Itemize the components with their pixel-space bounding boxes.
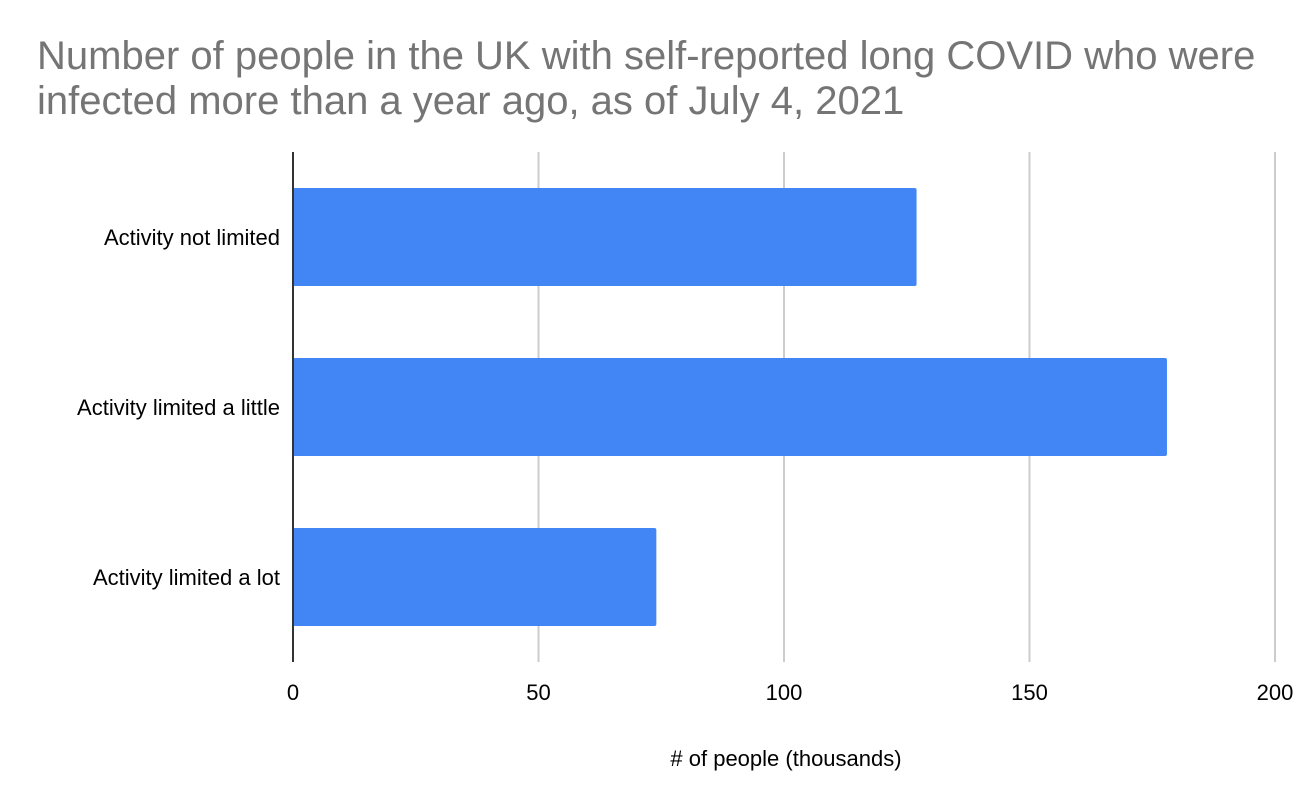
bars	[293, 188, 1167, 626]
x-tick-label: 100	[766, 680, 803, 705]
bar	[293, 188, 917, 286]
category-label: Activity limited a lot	[93, 565, 280, 590]
x-tick-label: 150	[1011, 680, 1048, 705]
chart-title: Number of people in the UK with self-rep…	[37, 34, 1256, 123]
bar	[293, 358, 1167, 456]
category-label: Activity limited a little	[77, 395, 280, 420]
x-axis-title: # of people (thousands)	[670, 746, 901, 771]
x-tick-label: 50	[526, 680, 550, 705]
category-labels: Activity not limited Activity limited a l…	[77, 225, 280, 590]
bar	[293, 528, 657, 626]
x-tick-label: 200	[1257, 680, 1294, 705]
category-label: Activity not limited	[104, 225, 280, 250]
x-tick-labels: 0 50 100 150 200	[287, 680, 1293, 705]
x-tick-label: 0	[287, 680, 299, 705]
